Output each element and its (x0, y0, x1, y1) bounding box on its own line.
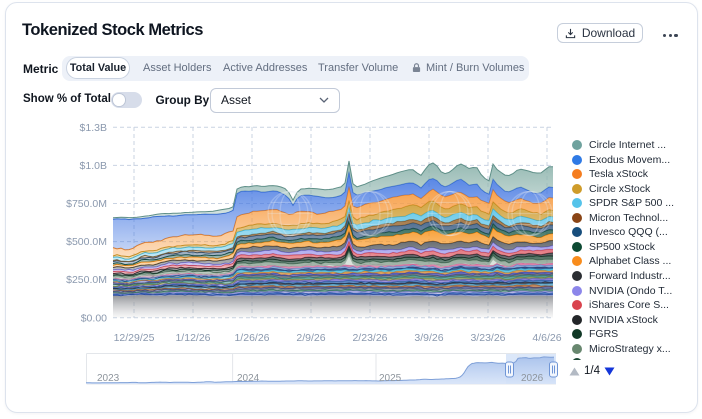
svg-text:1/12/26: 1/12/26 (175, 332, 210, 344)
svg-text:2023: 2023 (97, 373, 120, 384)
svg-text:3/23/26: 3/23/26 (470, 332, 505, 344)
svg-text:2025: 2025 (379, 373, 402, 384)
svg-text:$250.0M: $250.0M (66, 274, 107, 286)
svg-text:4/6/26: 4/6/26 (532, 332, 561, 344)
svg-text:2026: 2026 (521, 373, 544, 384)
svg-text:$0.00: $0.00 (81, 312, 107, 324)
svg-text:3/9/26: 3/9/26 (414, 332, 443, 344)
svg-text:2024: 2024 (237, 373, 260, 384)
svg-text:2/23/26: 2/23/26 (352, 332, 387, 344)
svg-text:$500.0M: $500.0M (66, 236, 107, 248)
svg-text:12/29/25: 12/29/25 (114, 332, 155, 344)
svg-text:2/9/26: 2/9/26 (296, 332, 325, 344)
svg-text:$1.3B: $1.3B (80, 122, 107, 134)
svg-text:$1.0B: $1.0B (80, 160, 107, 172)
svg-text:$750.0M: $750.0M (66, 198, 107, 210)
svg-text:1/26/26: 1/26/26 (234, 332, 269, 344)
